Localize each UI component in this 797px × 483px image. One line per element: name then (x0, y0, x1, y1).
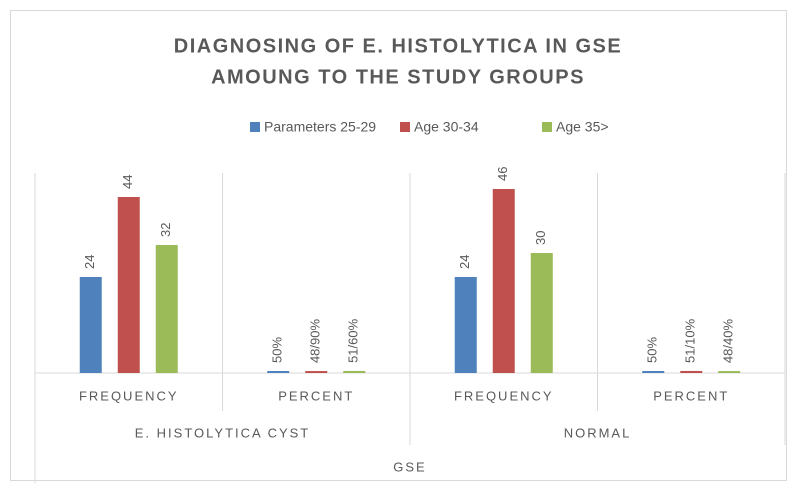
data-label: 51/60% (346, 318, 361, 363)
data-label: 32 (158, 223, 173, 237)
data-label: 30 (533, 231, 548, 245)
data-label: 46 (495, 167, 510, 181)
data-label: 51/10% (683, 318, 698, 363)
data-label: 50% (645, 337, 660, 363)
chart-title: DIAGNOSING OF E. HISTOLYTICA IN GSE (174, 35, 622, 57)
bar (305, 371, 328, 373)
legend-label: Age 35> (556, 119, 609, 135)
data-label: 50% (270, 337, 285, 363)
bar (680, 370, 703, 373)
group-label: E. HISTOLYTICA CYST (135, 425, 311, 440)
bar (343, 370, 366, 373)
bar (117, 197, 140, 373)
legend-swatch (400, 122, 410, 132)
group-label: NORMAL (564, 425, 632, 440)
x-tick-label: FREQUENCY (454, 388, 554, 403)
x-tick-label: FREQUENCY (79, 388, 179, 403)
bar (79, 277, 102, 373)
bar (718, 371, 741, 373)
bar (530, 253, 553, 373)
data-label: 24 (457, 255, 472, 269)
data-label: 48/90% (308, 319, 323, 364)
bar (642, 371, 665, 373)
data-label: 24 (82, 255, 97, 269)
x-tick-label: PERCENT (278, 388, 354, 403)
legend-label: Age 30-34 (414, 119, 479, 135)
chart-title: AMOUNG TO THE STUDY GROUPS (211, 66, 585, 88)
bar (454, 277, 477, 373)
chart-frame (10, 10, 787, 481)
bar (155, 245, 178, 373)
data-label: 48/40% (721, 319, 736, 364)
x-tick-label: PERCENT (653, 388, 729, 403)
legend-label: Parameters 25-29 (264, 119, 376, 135)
bar (267, 371, 290, 373)
x-axis-title: GSE (393, 459, 426, 474)
data-label: 44 (120, 175, 135, 189)
legend-swatch (542, 122, 552, 132)
bar (492, 189, 515, 373)
legend-swatch (250, 122, 260, 132)
